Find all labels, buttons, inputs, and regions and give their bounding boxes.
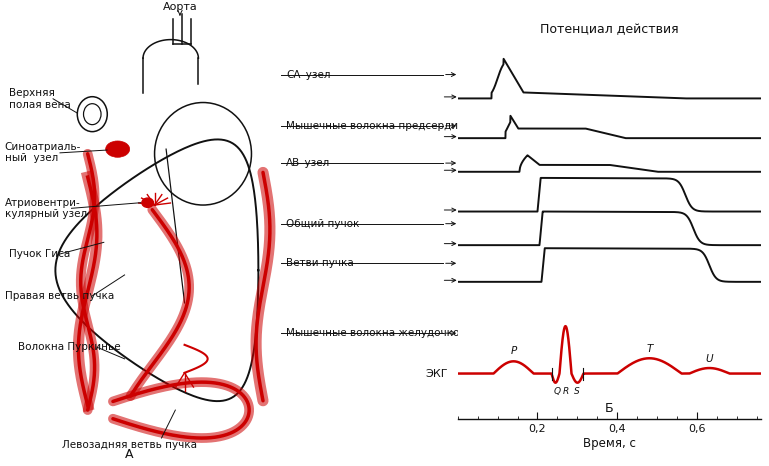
Ellipse shape [141,198,154,207]
Text: Синоатриаль-: Синоатриаль- [5,142,81,152]
Text: А: А [125,448,134,461]
Text: АВ–узел: АВ–узел [286,158,331,168]
Text: кулярный узел: кулярный узел [5,209,87,219]
X-axis label: Время, с: Время, с [583,437,636,450]
Ellipse shape [105,141,130,157]
Text: S: S [574,387,580,396]
Text: СА–узел: СА–узел [286,69,331,80]
Text: Q: Q [554,387,561,396]
Text: ный  узел: ный узел [5,153,58,164]
Text: Верхняя: Верхняя [9,88,55,98]
Text: Пучок Гиса: Пучок Гиса [9,249,71,259]
Text: T: T [646,344,653,354]
Text: ЭКГ: ЭКГ [425,369,448,378]
Text: полая вена: полая вена [9,100,71,110]
Text: R: R [562,387,568,396]
Text: Аорта: Аорта [162,2,198,12]
Text: U: U [705,354,713,364]
Text: Правая ветвь пучка: Правая ветвь пучка [5,291,114,301]
Text: Волокна Пуркинье: Волокна Пуркинье [18,342,121,352]
Text: Мышечные волокна предсердия: Мышечные волокна предсердия [286,121,464,131]
Text: Левозадняя ветвь пучка: Левозадняя ветвь пучка [62,440,197,450]
Text: Мышечные волокна желудочков: Мышечные волокна желудочков [286,328,466,338]
Text: P: P [511,346,517,356]
Text: Общий пучок: Общий пучок [286,219,359,229]
Text: Атриовентри-: Атриовентри- [5,198,81,208]
Text: Б: Б [605,402,614,415]
Title: Потенциал действия: Потенциал действия [540,23,679,36]
Text: Ветви пучка: Ветви пучка [286,258,354,268]
